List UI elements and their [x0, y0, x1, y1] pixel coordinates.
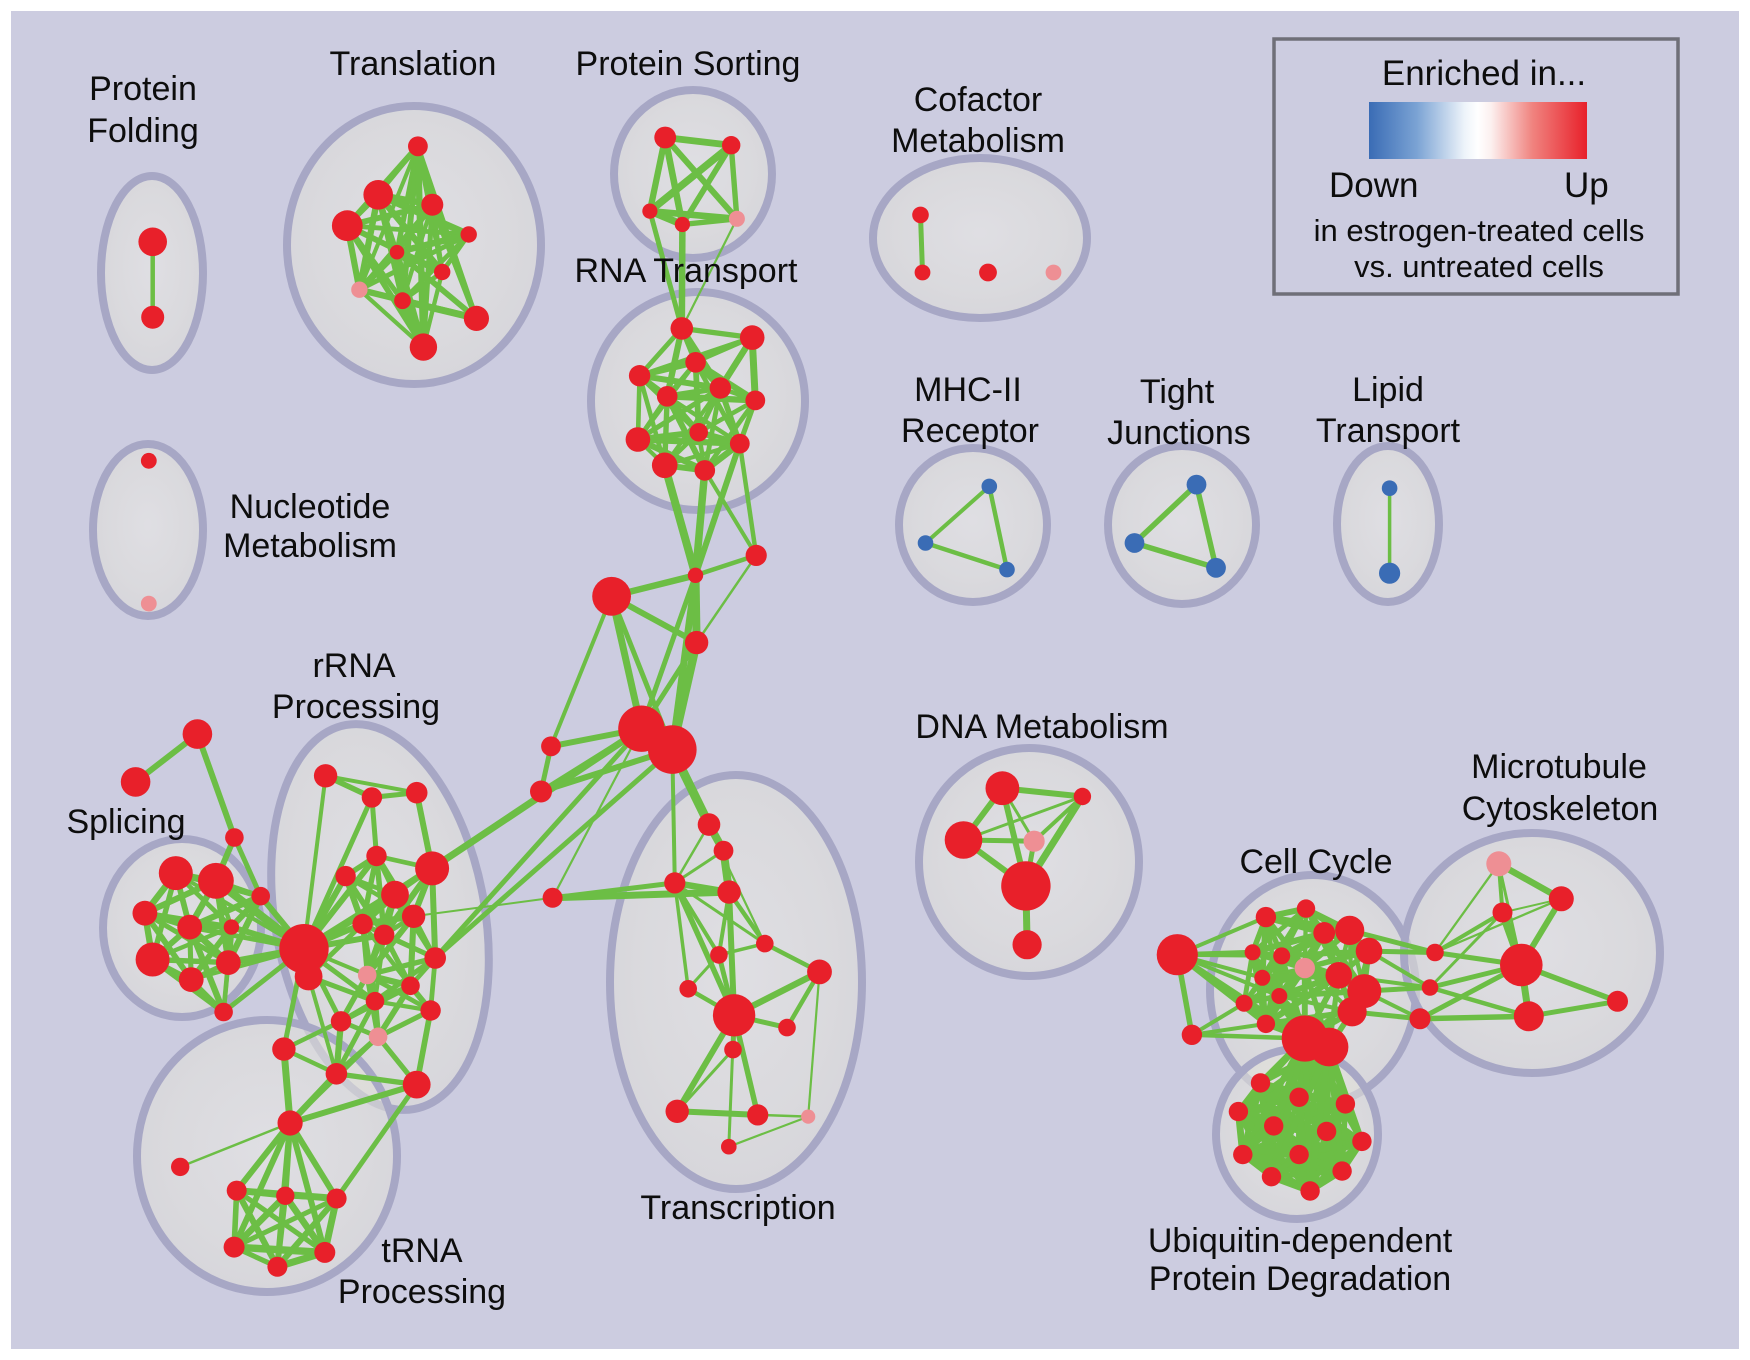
svg-text:Processing: Processing	[272, 688, 440, 726]
svg-text:Receptor: Receptor	[901, 412, 1039, 450]
svg-text:Cell Cycle: Cell Cycle	[1239, 843, 1392, 881]
svg-text:Protein: Protein	[89, 70, 197, 108]
svg-text:vs. untreated cells: vs. untreated cells	[1354, 249, 1604, 284]
svg-text:Processing: Processing	[338, 1273, 506, 1311]
svg-text:MHC-II: MHC-II	[914, 371, 1022, 409]
svg-text:Down: Down	[1329, 166, 1418, 205]
svg-text:Transport: Transport	[1316, 412, 1461, 450]
svg-text:Ubiquitin-dependent: Ubiquitin-dependent	[1148, 1222, 1453, 1260]
svg-text:Cytoskeleton: Cytoskeleton	[1462, 790, 1659, 828]
svg-text:tRNA: tRNA	[381, 1232, 463, 1270]
svg-text:RNA Transport: RNA Transport	[575, 252, 799, 290]
svg-text:Junctions: Junctions	[1107, 414, 1251, 452]
svg-text:DNA Metabolism: DNA Metabolism	[915, 708, 1168, 746]
svg-text:Metabolism: Metabolism	[891, 122, 1065, 160]
svg-text:Metabolism: Metabolism	[223, 527, 397, 565]
svg-text:Enriched in...: Enriched in...	[1382, 54, 1586, 93]
svg-text:Cofactor: Cofactor	[914, 81, 1043, 119]
svg-text:Splicing: Splicing	[66, 803, 185, 841]
svg-text:Lipid: Lipid	[1352, 371, 1424, 409]
svg-text:Up: Up	[1564, 166, 1609, 205]
svg-text:Nucleotide: Nucleotide	[230, 488, 391, 526]
svg-text:rRNA: rRNA	[312, 647, 395, 685]
svg-text:Folding: Folding	[87, 112, 199, 150]
svg-text:Microtubule: Microtubule	[1471, 748, 1647, 786]
svg-text:Protein Sorting: Protein Sorting	[576, 45, 801, 83]
svg-text:Transcription: Transcription	[640, 1189, 835, 1227]
svg-text:Protein Degradation: Protein Degradation	[1149, 1260, 1451, 1298]
svg-text:Translation: Translation	[330, 45, 497, 83]
svg-text:Tight: Tight	[1140, 373, 1215, 411]
svg-text:in estrogen-treated cells: in estrogen-treated cells	[1314, 213, 1645, 248]
